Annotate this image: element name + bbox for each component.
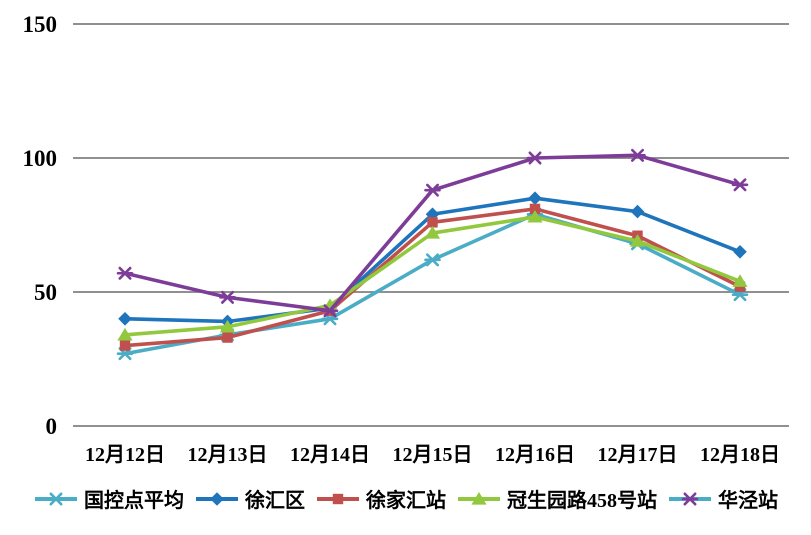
square-marker-icon — [529, 203, 541, 215]
legend-item-国控点平均: 国控点平均 — [33, 484, 184, 513]
triangle-marker-icon — [629, 234, 646, 247]
y-axis-tick-label: 100 — [23, 146, 58, 171]
diamond-marker-icon — [733, 245, 747, 259]
asterisk-marker-icon — [47, 492, 65, 505]
triangle-marker-icon — [219, 319, 236, 333]
legend-item-华泾站: 华泾站 — [667, 484, 778, 513]
x-axis-tick-label: 12月18日 — [700, 444, 780, 466]
diamond-marker-icon — [528, 191, 542, 205]
x-axis-tick-label: 12月14日 — [290, 444, 370, 466]
x-axis-tick-label: 12月15日 — [393, 444, 473, 466]
asterisk-marker-icon — [629, 148, 646, 162]
legend-item-徐家汇站: 徐家汇站 — [315, 484, 446, 513]
y-axis-tick-label: 50 — [34, 280, 57, 305]
square-marker-icon — [427, 217, 438, 228]
x-axis-tick-label: 12月16日 — [495, 444, 575, 466]
asterisk-marker-icon — [219, 290, 236, 304]
triangle-marker-icon — [732, 274, 748, 287]
legend-swatch — [35, 492, 77, 505]
diamond-marker-icon — [630, 204, 645, 219]
square-marker-icon — [119, 340, 131, 351]
legend-label: 国控点平均 — [84, 490, 184, 512]
diamond-marker-icon — [118, 312, 132, 326]
series-华泾站 — [116, 148, 749, 318]
triangle-marker-icon — [424, 226, 441, 239]
x-axis-tick-label: 12月12日 — [85, 444, 165, 466]
legend-swatch — [458, 491, 500, 505]
y-axis-tick-label: 150 — [23, 12, 58, 37]
legend-label: 华泾站 — [718, 490, 778, 512]
legend-swatch — [317, 493, 359, 504]
x-axis-tick-label: 12月17日 — [598, 444, 678, 466]
legend-swatch — [669, 492, 711, 505]
square-marker-icon — [222, 332, 233, 343]
chart-legend: 国控点平均 徐汇区 徐家汇站 冠生园路458号站 华泾站 — [0, 484, 811, 513]
triangle-marker-icon — [117, 327, 133, 341]
square-marker-icon — [332, 493, 344, 504]
asterisk-marker-icon — [424, 183, 441, 197]
triangle-marker-icon — [527, 209, 543, 223]
asterisk-marker-icon — [526, 151, 544, 165]
y-axis-tick-label: 0 — [46, 414, 58, 439]
asterisk-marker-icon — [681, 492, 699, 505]
x-axis-tick-label: 12月13日 — [188, 444, 268, 466]
legend-item-冠生园路458号站: 冠生园路458号站 — [456, 484, 657, 513]
plot-area: 0 50 100 150 12月12日 12月13日 12月14日 12月15日 12月16日 1… — [23, 12, 789, 466]
legend-label: 徐家汇站 — [366, 490, 446, 512]
legend-label: 冠生园路458号站 — [507, 490, 657, 512]
asterisk-marker-icon — [424, 253, 441, 267]
asterisk-marker-icon — [321, 304, 339, 318]
triangle-marker-icon — [471, 491, 487, 505]
asterisk-marker-icon — [116, 266, 134, 280]
legend-swatch — [196, 491, 238, 506]
asterisk-marker-icon — [731, 178, 749, 192]
diamond-marker-icon — [210, 491, 224, 506]
legend-label: 徐汇区 — [245, 490, 305, 512]
legend-item-徐汇区: 徐汇区 — [194, 484, 305, 513]
